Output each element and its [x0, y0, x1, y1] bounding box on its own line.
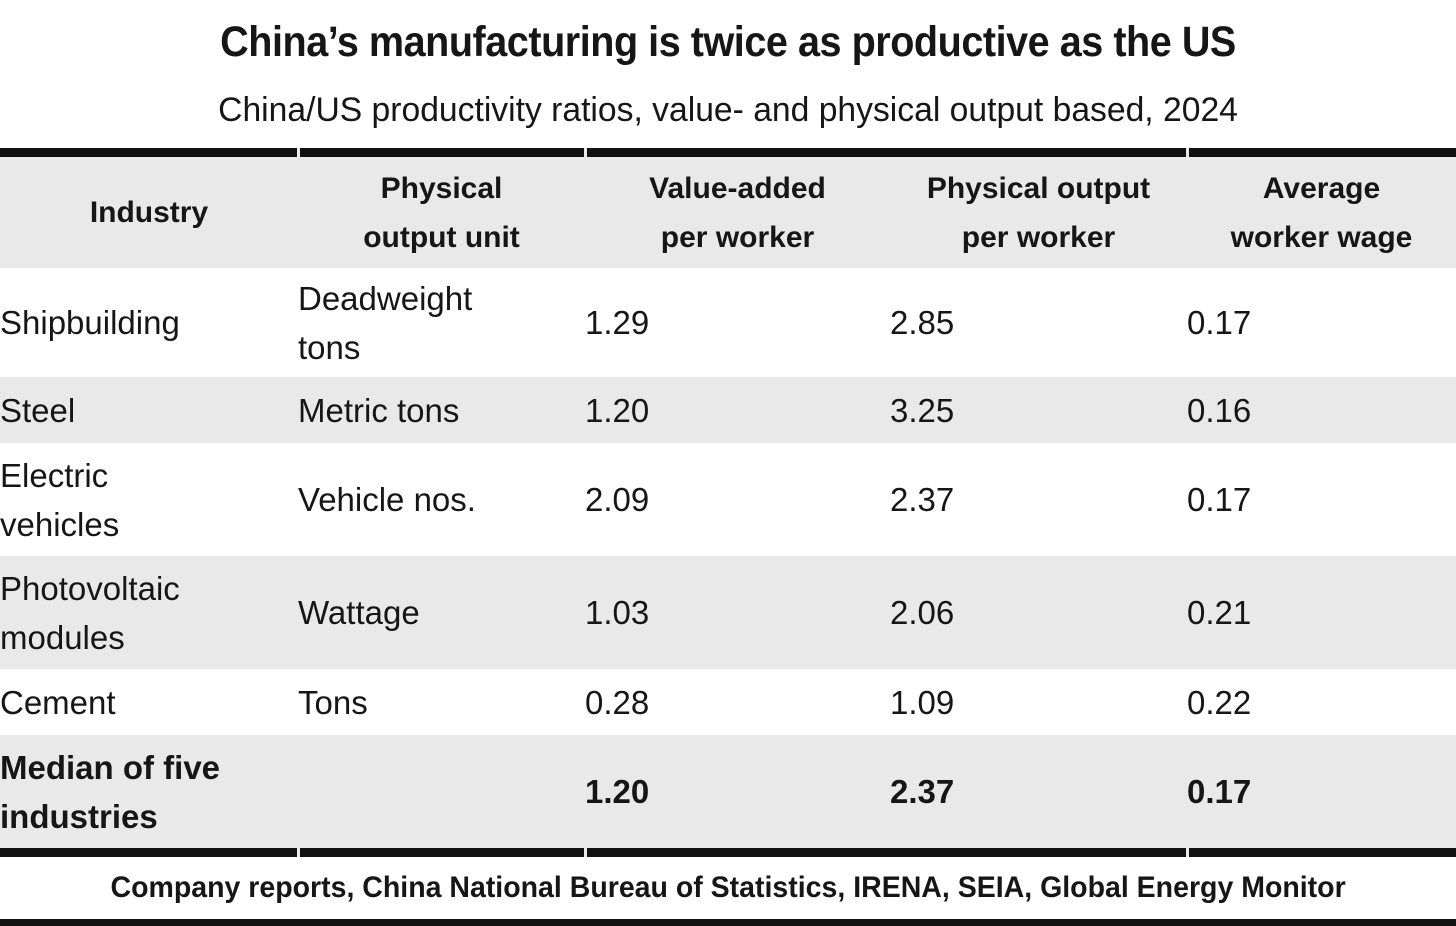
physical-output-cell: 2.37 — [890, 481, 955, 518]
physical-output-cell: 2.37 — [890, 735, 1187, 848]
source-text: Company reports, China National Bureau o… — [110, 871, 1346, 904]
unit-cell: Tons — [298, 683, 368, 721]
column-header-worker-wage: Average worker wage — [1230, 171, 1413, 254]
table-header: Industry Physical output unit Value-adde… — [0, 157, 1456, 268]
value-added-cell: 0.28 — [585, 683, 650, 721]
table-row-electric-vehicles: Electric vehicles Vehicle nos. 2.09 2.37… — [0, 443, 1456, 556]
wage-cell: 0.17 — [1187, 735, 1456, 848]
unit-cell: Wattage — [298, 556, 585, 669]
table-row-cement: Cement Tons 0.28 1.09 0.22 — [0, 669, 1456, 735]
table-row-median: Median of five industries 1.20 2.37 0.17 — [0, 735, 1456, 848]
industry-cell: Median of five industries — [0, 735, 298, 848]
physical-output-cell: 1.09 — [890, 683, 955, 721]
unit-cell: Vehicle nos. — [298, 481, 476, 518]
header-row: Industry Physical output unit Value-adde… — [0, 157, 1456, 268]
page-subtitle-text: China/US productivity ratios, value- and… — [218, 91, 1238, 129]
unit-cell: Metric tons — [298, 377, 585, 443]
physical-output-cell: 2.06 — [890, 556, 1187, 669]
table-bottom-rule — [0, 848, 1456, 857]
table-row-steel: Steel Metric tons 1.20 3.25 0.16 — [0, 377, 1456, 443]
value-added-cell: 1.29 — [585, 304, 650, 341]
table-row-shipbuilding: Shipbuilding Deadweight tons 1.29 2.85 0… — [0, 268, 1456, 377]
unit-cell: Deadweight tons — [298, 279, 473, 366]
value-added-cell: 2.09 — [585, 481, 650, 518]
physical-output-cell: 3.25 — [890, 377, 1187, 443]
page-title-text: China’s manufacturing is twice as produc… — [220, 18, 1236, 66]
industry-cell: Electric vehicles — [0, 456, 120, 543]
industry-cell: Cement — [0, 683, 116, 721]
industry-cell: Shipbuilding — [0, 304, 180, 341]
footer-rule — [0, 919, 1456, 926]
wage-cell: 0.16 — [1187, 377, 1456, 443]
table-row-photovoltaic-modules: Photovoltaic modules Wattage 1.03 2.06 0… — [0, 556, 1456, 669]
value-added-cell: 1.20 — [585, 735, 890, 848]
column-header-output-unit: Physical output unit — [363, 171, 520, 254]
physical-output-cell: 2.85 — [890, 304, 955, 341]
industry-cell: Steel — [0, 377, 298, 443]
column-header-physical-output: Physical output per worker — [926, 171, 1151, 254]
column-header-industry: Industry — [89, 196, 209, 229]
wage-cell: 0.22 — [1187, 683, 1252, 721]
productivity-table: Industry Physical output unit Value-adde… — [0, 157, 1456, 848]
page-subtitle: China/US productivity ratios, value- and… — [0, 90, 1456, 130]
wage-cell: 0.21 — [1187, 556, 1456, 669]
masthead: China’s manufacturing is twice as produc… — [0, 0, 1456, 148]
column-header-value-added: Value-added per worker — [649, 171, 826, 254]
wage-cell: 0.17 — [1187, 481, 1252, 518]
industry-cell: Photovoltaic modules — [0, 556, 298, 669]
wage-cell: 0.17 — [1187, 304, 1252, 341]
source-line: Company reports, China National Bureau o… — [0, 857, 1456, 919]
page-title: China’s manufacturing is twice as produc… — [0, 16, 1456, 68]
value-added-cell: 1.03 — [585, 556, 890, 669]
unit-cell — [298, 735, 585, 848]
table-top-rule — [0, 148, 1456, 157]
value-added-cell: 1.20 — [585, 377, 890, 443]
table-body: Shipbuilding Deadweight tons 1.29 2.85 0… — [0, 268, 1456, 848]
